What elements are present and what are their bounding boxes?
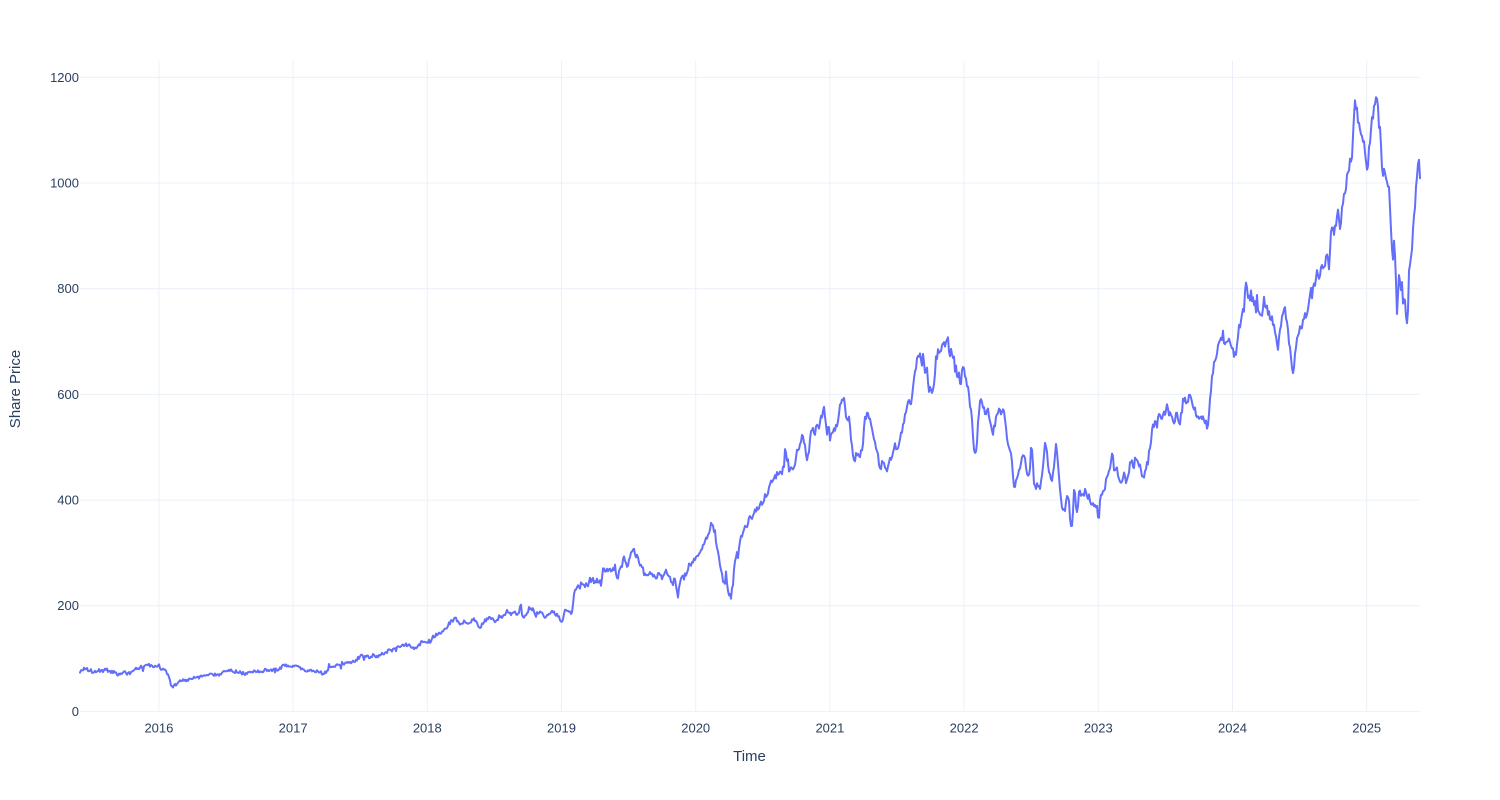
svg-text:2017: 2017: [279, 721, 308, 736]
svg-text:400: 400: [57, 493, 79, 508]
svg-text:0: 0: [72, 704, 79, 719]
svg-text:2025: 2025: [1352, 721, 1381, 736]
svg-text:Time: Time: [733, 748, 766, 765]
svg-text:1200: 1200: [50, 70, 79, 85]
svg-text:200: 200: [57, 598, 79, 613]
svg-text:2018: 2018: [413, 721, 442, 736]
svg-text:2022: 2022: [950, 721, 979, 736]
svg-text:800: 800: [57, 281, 79, 296]
svg-text:2020: 2020: [681, 721, 710, 736]
svg-text:600: 600: [57, 387, 79, 402]
svg-text:1000: 1000: [50, 176, 79, 191]
svg-text:2024: 2024: [1218, 721, 1247, 736]
svg-text:Share Price: Share Price: [7, 350, 24, 428]
svg-text:2023: 2023: [1084, 721, 1113, 736]
svg-text:2021: 2021: [815, 721, 844, 736]
svg-text:2016: 2016: [144, 721, 173, 736]
svg-text:2019: 2019: [547, 721, 576, 736]
